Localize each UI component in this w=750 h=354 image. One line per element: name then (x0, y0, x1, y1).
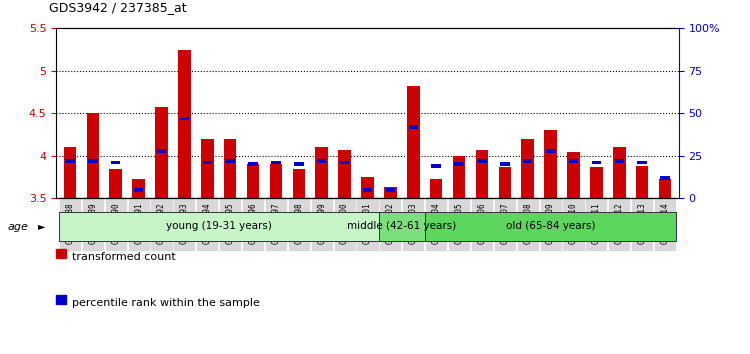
Bar (362, 177, 374, 198)
Text: age: age (8, 222, 28, 232)
Bar (64, 147, 76, 198)
Text: transformed count: transformed count (72, 252, 176, 262)
Bar (477, 159, 487, 163)
Bar (386, 188, 395, 192)
Bar (316, 147, 328, 198)
Bar (201, 139, 214, 198)
Bar (544, 130, 557, 198)
Bar (636, 166, 649, 198)
Text: old (65-84 years): old (65-84 years) (506, 221, 596, 231)
Bar (86, 113, 99, 198)
Text: percentile rank within the sample: percentile rank within the sample (72, 298, 260, 308)
Bar (224, 139, 236, 198)
Bar (247, 164, 259, 198)
Bar (178, 50, 190, 198)
Bar (431, 164, 441, 168)
Bar (157, 149, 166, 153)
Bar (567, 152, 580, 198)
Bar (340, 161, 350, 164)
Bar (384, 187, 397, 198)
Bar (363, 188, 372, 192)
Bar (65, 159, 75, 163)
Text: GDS3942 / 237385_at: GDS3942 / 237385_at (49, 1, 186, 14)
FancyBboxPatch shape (58, 212, 379, 241)
Bar (658, 179, 671, 198)
Bar (270, 164, 282, 198)
Bar (453, 156, 465, 198)
Bar (454, 162, 464, 166)
FancyBboxPatch shape (379, 212, 424, 241)
Bar (521, 139, 534, 198)
Bar (226, 159, 235, 163)
Bar (155, 107, 168, 198)
Bar (248, 162, 258, 166)
Bar (132, 179, 145, 198)
Bar (500, 162, 509, 166)
Bar (614, 159, 624, 163)
Bar (430, 179, 442, 198)
Bar (292, 169, 305, 198)
Bar (272, 161, 280, 164)
Text: ►: ► (38, 222, 45, 232)
Bar (613, 147, 626, 198)
Bar (660, 176, 670, 180)
Bar (202, 161, 212, 164)
Bar (294, 162, 304, 166)
FancyBboxPatch shape (424, 212, 676, 241)
Bar (134, 188, 143, 192)
Bar (88, 159, 98, 163)
Bar (338, 150, 351, 198)
Bar (592, 161, 601, 164)
Bar (407, 86, 419, 198)
Bar (638, 161, 646, 164)
Text: middle (42-61 years): middle (42-61 years) (347, 221, 457, 231)
Bar (180, 116, 189, 120)
Bar (568, 159, 578, 163)
Text: young (19-31 years): young (19-31 years) (166, 221, 272, 231)
Bar (409, 125, 418, 129)
Bar (476, 150, 488, 198)
Bar (317, 159, 326, 163)
Bar (546, 149, 555, 153)
Bar (499, 167, 511, 198)
Bar (523, 159, 532, 163)
Bar (590, 167, 603, 198)
Bar (110, 169, 122, 198)
Bar (111, 161, 121, 164)
